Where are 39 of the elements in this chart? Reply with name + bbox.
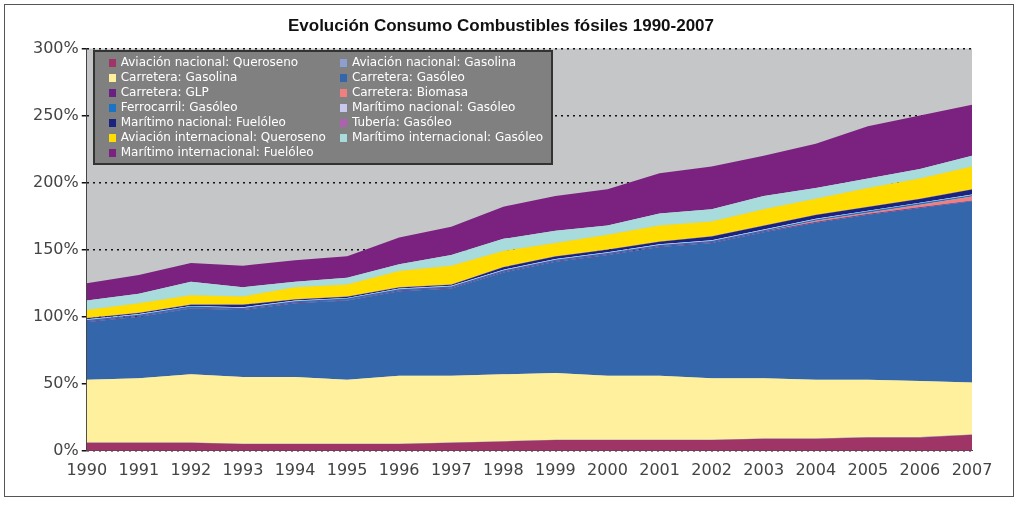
legend-label: Marítimo internacional: Fuelóleo	[120, 145, 314, 161]
x-tick-label: 1999	[535, 459, 576, 479]
y-tick-label: 100%	[32, 305, 79, 325]
legend-label: Aviación nacional: Queroseno	[120, 55, 299, 71]
legend-label: Carretera: Gasolina	[120, 70, 238, 86]
y-tick-label: 150%	[32, 238, 79, 258]
x-tick-label: 2001	[639, 459, 680, 479]
x-tick-label: 2000	[587, 459, 628, 479]
x-tick-label: 1994	[274, 459, 316, 479]
legend-label: Carretera: GLP	[120, 85, 209, 101]
y-tick-label: 0%	[53, 439, 79, 459]
x-tick-label: 2005	[847, 459, 889, 479]
y-tick-label: 200%	[32, 171, 79, 191]
legend-label: Marítimo nacional: Gasóleo	[351, 100, 516, 116]
legend-label: Marítimo nacional: Fuelóleo	[120, 115, 286, 131]
chart-title: Evolución Consumo Combustibles fósiles 1990-2007	[287, 15, 715, 35]
y-tick-label: 50%	[43, 372, 79, 392]
x-tick-label: 2004	[795, 459, 837, 479]
x-tick-label: 2006	[899, 459, 941, 479]
y-tick-label: 300%	[32, 37, 79, 57]
x-tick-label: 1990	[66, 459, 108, 479]
legend-label: Aviación nacional: Gasolina	[351, 55, 517, 71]
x-tick-label: 1995	[326, 459, 368, 479]
x-tick-label: 1997	[430, 459, 472, 479]
legend-label: Ferrocarril: Gasóleo	[120, 100, 238, 116]
x-tick-label: 1991	[118, 459, 160, 479]
legend-label: Carretera: Biomasa	[351, 85, 469, 101]
x-tick-label: 2007	[951, 459, 993, 479]
legend-label: Tubería: Gasóleo	[351, 115, 452, 131]
x-tick-label: 1998	[482, 459, 524, 479]
y-tick-label: 250%	[32, 104, 79, 124]
x-tick-label: 1993	[222, 459, 264, 479]
legend-label: Marítimo internacional: Gasóleo	[351, 130, 544, 146]
x-tick-label: 2002	[691, 459, 732, 479]
x-tick-label: 1996	[378, 459, 420, 479]
legend-label: Carretera: Gasóleo	[351, 70, 465, 86]
x-tick-label: 1992	[170, 459, 212, 479]
legend-label: Aviación internacional: Queroseno	[120, 130, 326, 146]
x-tick-label: 2003	[743, 459, 785, 479]
